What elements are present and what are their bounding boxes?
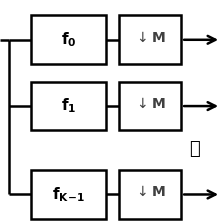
Text: $\mathbf{f_1}$: $\mathbf{f_1}$ <box>61 97 76 115</box>
Text: $\downarrow\mathbf{M}$: $\downarrow\mathbf{M}$ <box>135 97 166 111</box>
Bar <box>31 82 106 130</box>
Text: $\downarrow\mathbf{M}$: $\downarrow\mathbf{M}$ <box>135 185 166 199</box>
Text: $\downarrow\mathbf{M}$: $\downarrow\mathbf{M}$ <box>135 30 166 45</box>
Bar <box>31 15 106 64</box>
Text: ⋮: ⋮ <box>189 140 200 158</box>
Text: $\mathbf{f_0}$: $\mathbf{f_0}$ <box>61 30 76 49</box>
Bar <box>119 15 181 64</box>
Bar <box>31 170 106 219</box>
Bar <box>119 170 181 219</box>
Bar <box>119 82 181 130</box>
Text: $\mathbf{f_{K\!-\!1}}$: $\mathbf{f_{K\!-\!1}}$ <box>52 185 85 204</box>
